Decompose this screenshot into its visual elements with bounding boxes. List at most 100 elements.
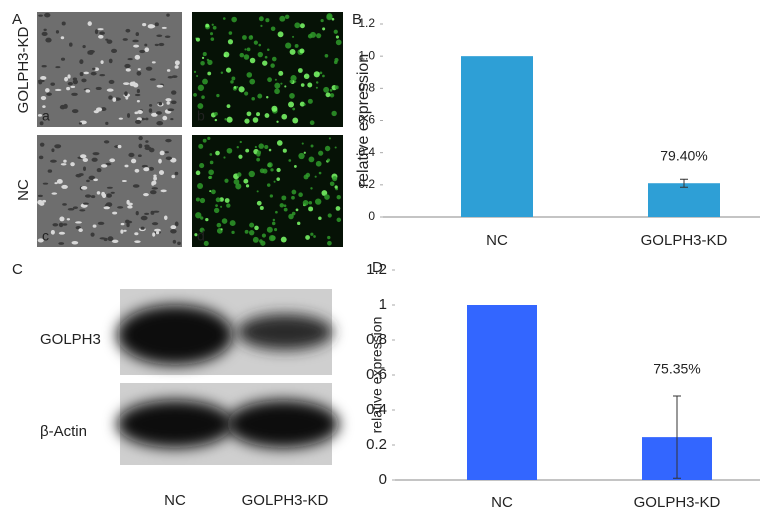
panel-label: B — [352, 11, 362, 28]
cell — [258, 43, 262, 47]
cell — [148, 108, 153, 113]
cell — [302, 199, 309, 206]
cell — [136, 71, 142, 76]
cell — [249, 78, 256, 85]
band-label: β-Actin — [40, 423, 87, 440]
cell — [199, 197, 206, 204]
cell — [258, 16, 264, 22]
cell — [134, 111, 139, 115]
cell — [291, 189, 297, 195]
image-label: c — [42, 228, 49, 244]
y-tick-label: 0 — [368, 209, 375, 223]
cell — [132, 39, 139, 43]
cell — [75, 221, 82, 224]
cell — [154, 228, 161, 232]
cell — [233, 85, 237, 89]
cell — [224, 178, 229, 183]
cell — [336, 217, 342, 223]
cell — [292, 107, 296, 111]
cell — [298, 192, 303, 198]
cell — [289, 48, 296, 55]
cell — [153, 174, 157, 178]
cell — [331, 17, 335, 21]
cell — [124, 91, 128, 96]
cell — [209, 32, 214, 36]
cell — [279, 203, 284, 208]
cell — [315, 81, 319, 84]
cell — [334, 185, 338, 189]
cell — [125, 68, 131, 72]
cell — [79, 71, 84, 77]
cell — [133, 44, 140, 48]
cell — [233, 179, 240, 185]
cell — [124, 63, 131, 69]
cell — [44, 12, 51, 18]
cell — [172, 239, 177, 244]
cell — [106, 193, 112, 198]
cell — [100, 60, 104, 64]
cell — [299, 101, 305, 107]
cell — [262, 60, 268, 66]
cell — [266, 95, 269, 99]
cell — [67, 74, 71, 79]
cell — [151, 181, 155, 186]
micrographs: a b c d — [37, 12, 343, 247]
cell — [42, 199, 47, 203]
cell — [159, 150, 165, 156]
cell — [50, 82, 56, 86]
cell — [313, 71, 320, 78]
cell — [299, 23, 305, 29]
cell — [297, 68, 303, 73]
cell — [207, 71, 212, 76]
cell — [315, 86, 318, 89]
cell — [58, 231, 66, 235]
cell — [308, 156, 315, 163]
cell — [236, 172, 242, 177]
cell — [122, 38, 128, 41]
cell — [270, 168, 274, 172]
cell — [103, 140, 110, 144]
cell — [252, 236, 259, 243]
cell — [193, 70, 197, 73]
cell — [39, 201, 45, 206]
cell — [248, 35, 254, 40]
cell — [90, 232, 95, 237]
cell — [123, 82, 130, 85]
cell — [244, 91, 249, 96]
cell — [333, 29, 338, 34]
cell — [38, 155, 44, 160]
cell — [87, 50, 92, 55]
cell — [195, 197, 200, 202]
cell — [209, 160, 214, 165]
cell — [170, 117, 174, 121]
cell — [246, 72, 253, 78]
cell — [274, 82, 281, 89]
cell — [310, 232, 314, 236]
cell — [195, 170, 201, 176]
cell — [99, 73, 106, 77]
cell — [208, 175, 213, 180]
panel-label: A — [12, 11, 22, 28]
cell — [208, 169, 214, 176]
cell — [78, 228, 83, 233]
cell — [315, 198, 322, 205]
cell — [124, 164, 129, 168]
cell — [196, 75, 199, 78]
cell — [127, 58, 133, 61]
cell — [280, 236, 287, 243]
cell — [307, 82, 313, 88]
cell — [318, 150, 324, 156]
cell — [52, 223, 59, 227]
cell — [310, 187, 313, 190]
cell — [99, 31, 105, 35]
cell — [63, 159, 67, 163]
cell — [174, 60, 180, 66]
cell — [41, 64, 47, 68]
cell — [334, 146, 337, 149]
cell — [155, 231, 160, 235]
cell — [309, 120, 315, 126]
cell — [71, 92, 78, 96]
cell — [134, 240, 141, 243]
cell — [51, 148, 55, 153]
cell — [243, 54, 250, 60]
